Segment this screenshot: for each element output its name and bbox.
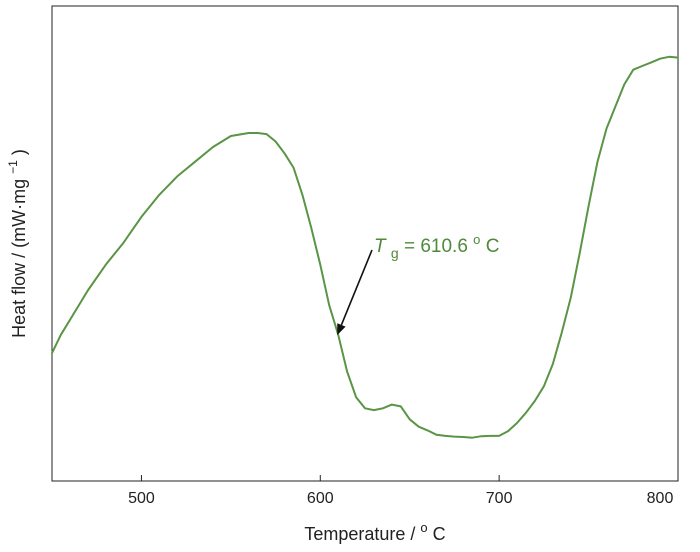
x-axis-label-unit: C	[433, 524, 446, 544]
tg-symbol: T	[374, 236, 387, 257]
x-axis-label-degree: o	[420, 520, 427, 535]
x-tick-label: 700	[486, 490, 513, 507]
x-axis-ticks: 500 600 700 800	[128, 475, 679, 507]
tg-degree: o	[473, 232, 480, 247]
tg-subscript: g	[391, 245, 399, 261]
heat-flow-line	[51, 55, 679, 439]
tg-unit: C	[486, 236, 500, 257]
plot-frame	[51, 5, 679, 482]
y-axis-label-main: Heat flow / (mW·mg	[9, 179, 29, 338]
tg-arrow-line	[340, 249, 373, 326]
x-tick-label: 500	[128, 490, 155, 507]
y-axis-label-exponent: −1	[6, 160, 20, 174]
tg-arrow-head	[337, 323, 346, 336]
x-axis-label-main: Temperature /	[304, 524, 420, 544]
y-axis-label-tail: )	[9, 149, 29, 155]
x-tick-label: 600	[307, 490, 334, 507]
x-tick-label: 800	[647, 490, 674, 507]
tg-value: = 610.6	[404, 236, 473, 257]
tg-annotation: T g = 610.6 o C	[374, 228, 499, 263]
x-axis-label: Temperature / o C	[304, 516, 445, 544]
y-axis-label: Heat flow / (mW·mg −1 )	[1, 149, 29, 338]
